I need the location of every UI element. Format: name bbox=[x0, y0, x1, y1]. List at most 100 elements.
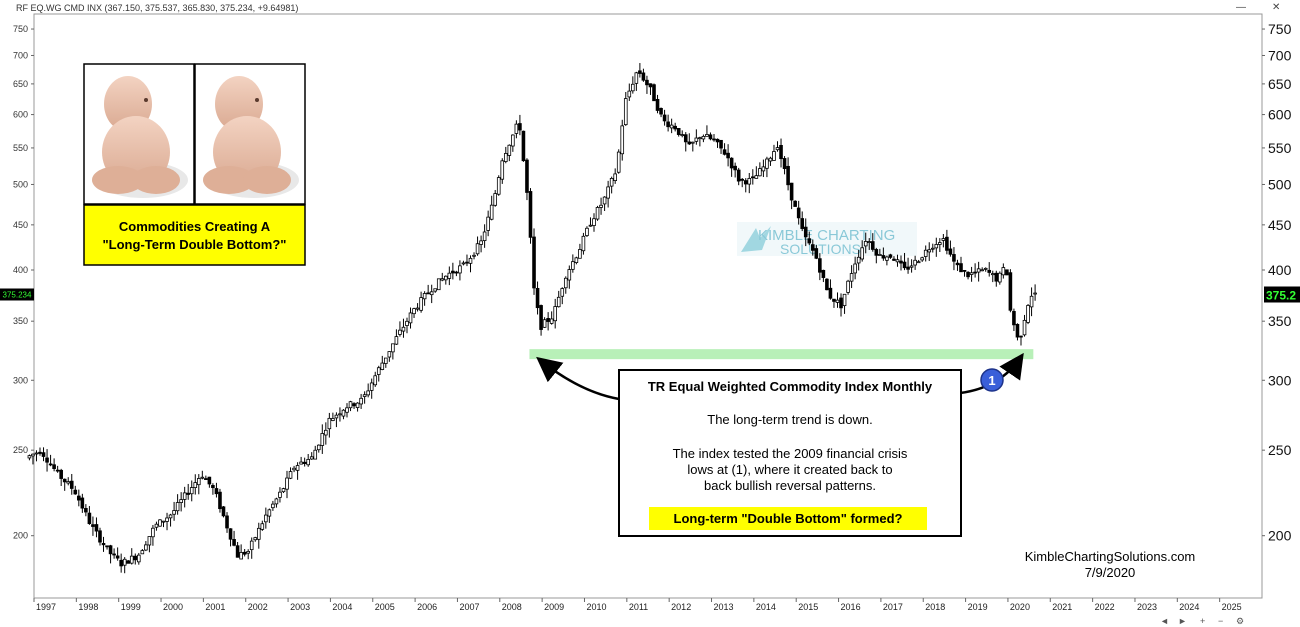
candle-up bbox=[567, 269, 572, 281]
candle-up bbox=[849, 273, 854, 282]
candle-up bbox=[458, 265, 462, 274]
candle-down bbox=[892, 258, 896, 261]
candle-down bbox=[832, 298, 836, 302]
y-tick-label-left: 400 bbox=[13, 265, 28, 275]
candle-up bbox=[934, 244, 939, 249]
candle-up bbox=[507, 144, 512, 156]
y-tick-label-right: 350 bbox=[1268, 313, 1292, 329]
candle-up bbox=[606, 186, 610, 199]
candle-up bbox=[391, 343, 395, 353]
candle-down bbox=[779, 144, 783, 160]
candle-down bbox=[828, 287, 833, 299]
candle-down bbox=[648, 83, 653, 88]
candle-up bbox=[267, 509, 272, 517]
candle-down bbox=[352, 403, 356, 407]
candle-up bbox=[885, 256, 889, 261]
candle-down bbox=[98, 530, 102, 543]
x-tick-label: 1999 bbox=[121, 602, 141, 612]
candle-down bbox=[645, 79, 649, 86]
candle-down bbox=[987, 269, 992, 273]
candle-up bbox=[140, 550, 145, 555]
zoom-in-icon[interactable]: + bbox=[1200, 616, 1205, 626]
candle-up bbox=[980, 269, 984, 272]
candle-up bbox=[916, 261, 921, 264]
candle-up bbox=[189, 487, 194, 495]
candle-down bbox=[874, 249, 879, 256]
candle-up bbox=[938, 242, 942, 245]
candle-up bbox=[369, 382, 374, 391]
candle-up bbox=[320, 433, 325, 446]
candle-up bbox=[31, 453, 35, 457]
candle-down bbox=[740, 178, 745, 181]
candle-up bbox=[436, 278, 441, 291]
candle-up bbox=[412, 308, 416, 315]
candle-down bbox=[662, 114, 667, 122]
zoom-out-icon[interactable]: − bbox=[1218, 616, 1223, 626]
candle-up bbox=[694, 137, 699, 142]
candle-up bbox=[983, 267, 988, 270]
candle-up bbox=[168, 514, 173, 519]
candle-up bbox=[440, 278, 445, 281]
annotation-line2: The index tested the 2009 financial cris… bbox=[673, 446, 908, 461]
candle-down bbox=[899, 260, 903, 264]
minimize-icon[interactable]: — bbox=[1236, 2, 1246, 13]
y-tick-label-right: 650 bbox=[1268, 76, 1292, 92]
candle-down bbox=[786, 165, 790, 186]
candle-up bbox=[253, 537, 258, 541]
candle-up bbox=[913, 259, 917, 266]
candle-down bbox=[743, 180, 748, 185]
candle-up bbox=[620, 125, 625, 155]
support-zone bbox=[529, 349, 1034, 360]
candle-up bbox=[239, 552, 243, 560]
settings-icon[interactable]: ⚙ bbox=[1236, 616, 1244, 626]
x-tick-label: 1997 bbox=[36, 602, 56, 612]
x-tick-label: 2012 bbox=[671, 602, 691, 612]
candle-up bbox=[281, 488, 286, 493]
candle-down bbox=[719, 139, 723, 149]
candle-up bbox=[249, 540, 254, 551]
candle-up bbox=[260, 523, 265, 530]
candle-up bbox=[920, 257, 924, 261]
candle-down bbox=[69, 480, 74, 489]
candle-down bbox=[232, 539, 236, 546]
x-tick-label: 2011 bbox=[629, 602, 648, 612]
candle-up bbox=[775, 147, 780, 151]
scroll-left-icon[interactable]: ◄ bbox=[1160, 616, 1169, 626]
candle-up bbox=[376, 367, 381, 375]
candle-down bbox=[906, 266, 910, 270]
candle-down bbox=[712, 138, 716, 141]
scroll-controls[interactable]: ◄ ► + − ⚙ bbox=[1160, 616, 1244, 626]
x-tick-label: 2002 bbox=[248, 602, 268, 612]
candle-down bbox=[112, 553, 116, 556]
candle-up bbox=[496, 177, 501, 195]
x-tick-label: 2000 bbox=[163, 602, 183, 612]
candle-down bbox=[52, 464, 56, 469]
candle-up bbox=[747, 178, 752, 185]
candle-up bbox=[842, 293, 847, 307]
candle-up bbox=[295, 465, 300, 471]
candle-up bbox=[144, 544, 148, 551]
candle-up bbox=[331, 418, 335, 421]
candle-up bbox=[475, 243, 480, 255]
candle-down bbox=[1015, 323, 1020, 338]
candle-down bbox=[242, 551, 247, 555]
candle-up bbox=[373, 375, 378, 386]
candle-up bbox=[288, 471, 293, 479]
y-tick-label-right: 300 bbox=[1268, 372, 1292, 388]
candle-up bbox=[634, 72, 639, 84]
x-tick-label: 2016 bbox=[841, 602, 861, 612]
candle-down bbox=[41, 452, 46, 457]
scroll-right-icon[interactable]: ► bbox=[1178, 616, 1187, 626]
candle-up bbox=[182, 492, 187, 500]
marker-label: 1 bbox=[988, 373, 995, 388]
footer-date: 7/9/2020 bbox=[1085, 565, 1136, 580]
y-tick-label-right: 500 bbox=[1268, 176, 1292, 192]
candle-up bbox=[271, 503, 275, 509]
candle-down bbox=[451, 270, 455, 274]
candle-up bbox=[175, 502, 180, 512]
candle-down bbox=[810, 244, 815, 251]
close-icon[interactable]: ✕ bbox=[1272, 2, 1281, 13]
candle-up bbox=[927, 249, 932, 253]
